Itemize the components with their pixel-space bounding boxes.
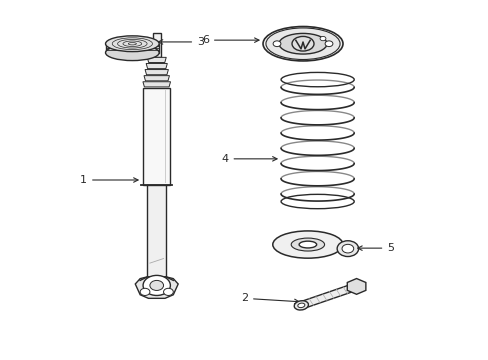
Ellipse shape — [279, 33, 326, 54]
Polygon shape — [145, 69, 168, 75]
Polygon shape — [147, 57, 166, 63]
Polygon shape — [143, 88, 170, 185]
Polygon shape — [105, 44, 159, 53]
Circle shape — [163, 288, 173, 296]
Ellipse shape — [265, 28, 339, 59]
Circle shape — [325, 41, 332, 46]
Text: 3: 3 — [158, 37, 203, 47]
Ellipse shape — [105, 36, 159, 51]
Circle shape — [273, 41, 280, 46]
Circle shape — [143, 275, 170, 296]
Text: 4: 4 — [221, 154, 277, 164]
Polygon shape — [153, 33, 160, 57]
Polygon shape — [142, 82, 170, 87]
Polygon shape — [299, 285, 353, 309]
Circle shape — [341, 244, 353, 253]
Ellipse shape — [299, 241, 316, 248]
Circle shape — [320, 36, 325, 41]
Circle shape — [140, 288, 150, 296]
Circle shape — [150, 280, 163, 291]
Ellipse shape — [105, 45, 159, 60]
Text: 6: 6 — [202, 35, 259, 45]
Text: 1: 1 — [80, 175, 138, 185]
Polygon shape — [143, 76, 169, 81]
Text: 2: 2 — [241, 293, 298, 303]
Ellipse shape — [294, 301, 308, 310]
Text: 5: 5 — [357, 243, 393, 253]
Polygon shape — [346, 279, 365, 294]
Ellipse shape — [291, 238, 324, 251]
Ellipse shape — [297, 303, 304, 308]
Ellipse shape — [272, 231, 342, 258]
Polygon shape — [146, 63, 167, 69]
Ellipse shape — [291, 36, 313, 51]
Polygon shape — [147, 185, 165, 277]
Ellipse shape — [263, 27, 342, 61]
Circle shape — [336, 241, 358, 257]
Polygon shape — [135, 277, 178, 298]
